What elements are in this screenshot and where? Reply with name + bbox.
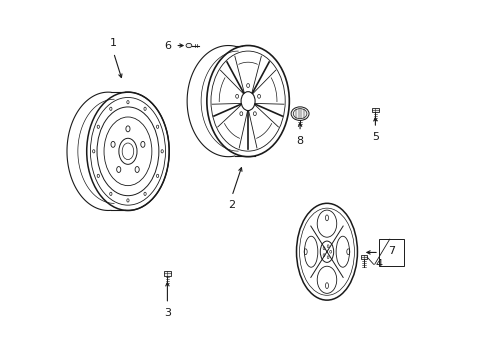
- Ellipse shape: [185, 43, 191, 48]
- Bar: [360, 255, 366, 260]
- Text: 8: 8: [296, 136, 303, 146]
- Text: 4: 4: [375, 259, 382, 269]
- Ellipse shape: [290, 107, 308, 121]
- Bar: [164, 271, 170, 275]
- Text: 7: 7: [387, 246, 394, 256]
- Text: 3: 3: [163, 308, 170, 318]
- Bar: [371, 108, 378, 112]
- Text: 6: 6: [163, 41, 171, 50]
- Bar: [378, 239, 403, 266]
- Text: 1: 1: [110, 39, 117, 48]
- Text: 5: 5: [371, 132, 378, 142]
- Text: 2: 2: [228, 201, 235, 211]
